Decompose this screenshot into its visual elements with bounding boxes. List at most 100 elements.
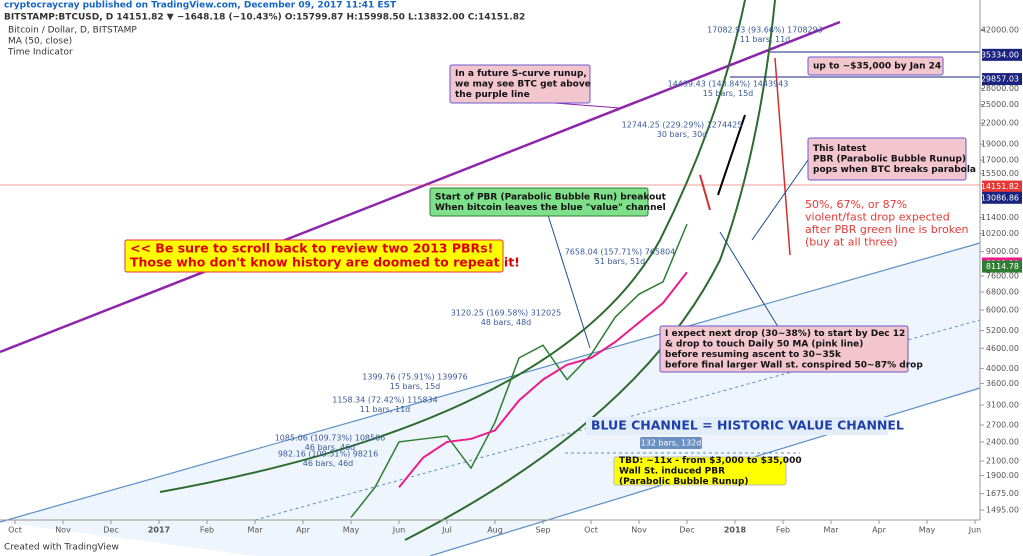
annotation-text: Wall St. induced PBR bbox=[619, 467, 725, 477]
y-tick-label: 6000.00 bbox=[986, 306, 1019, 315]
x-tick-label: Dec bbox=[103, 526, 118, 535]
annotation-text: 50%, 67%, or 87% bbox=[805, 198, 907, 211]
x-tick-label: 2018 bbox=[724, 526, 747, 535]
annotation-text: I expect next drop (30~38%) to start by … bbox=[665, 329, 905, 339]
annotation-text: In a future S-curve runup, bbox=[455, 69, 587, 79]
arrow bbox=[717, 114, 746, 196]
annotation-box bbox=[807, 56, 944, 76]
annotation-text: BLUE CHANNEL = HISTORIC VALUE CHANNEL bbox=[591, 418, 904, 433]
annotation-text: 30 bars, 30d bbox=[657, 130, 708, 139]
x-tick-label: Jun bbox=[392, 526, 406, 535]
y-tick-label: 1675.00 bbox=[986, 489, 1019, 498]
y-tick-label: 1900.00 bbox=[986, 471, 1019, 480]
x-tick-label: Mar bbox=[823, 526, 839, 535]
series-line bbox=[398, 271, 688, 488]
purple-line bbox=[0, 20, 841, 354]
parabola bbox=[159, 0, 746, 493]
y-tick-label: 42000.00 bbox=[981, 25, 1019, 34]
annotation-text: 17082.93 (93.66%) 1708293 bbox=[707, 26, 823, 35]
annotation-text: after PBR green line is broken bbox=[805, 223, 968, 236]
annotation-text: 15 bars, 15d bbox=[703, 89, 754, 98]
annotation-text: violent/fast drop expected bbox=[805, 211, 950, 224]
price-tag bbox=[982, 48, 1022, 61]
y-tick-label: 22000.00 bbox=[981, 119, 1019, 128]
parabola bbox=[404, 0, 776, 541]
y-tick-label: 6800.00 bbox=[986, 288, 1019, 297]
y-tick-label: 4600.00 bbox=[986, 344, 1019, 353]
x-tick-label: 2017 bbox=[148, 526, 170, 535]
legend: MA (50, close) bbox=[8, 37, 72, 47]
y-tick-label: 7600.00 bbox=[986, 272, 1019, 281]
x-tick-label: Feb bbox=[200, 526, 214, 535]
annotation-text: TBD: ~11x - from $3,000 to $35,000 bbox=[619, 456, 802, 466]
x-tick-label: Dec bbox=[679, 526, 694, 535]
annotation-text: When bitcoin leaves the blue "value" cha… bbox=[435, 203, 666, 213]
annotation-box bbox=[449, 64, 591, 104]
y-tick-label: 4000.00 bbox=[986, 364, 1019, 373]
annotation-text: 14439.43 (143.84%) 1443943 bbox=[668, 80, 789, 89]
annotation-box bbox=[613, 456, 787, 486]
y-tick-label: 10200.00 bbox=[981, 229, 1019, 238]
price-tag-label: 13086.86 bbox=[981, 193, 1019, 202]
legend: Time Indicator bbox=[7, 48, 73, 58]
channel-line bbox=[0, 242, 981, 523]
y-tick-label: 9000.00 bbox=[986, 247, 1019, 256]
y-tick-label: 2400.00 bbox=[986, 437, 1019, 446]
y-tick-label: 2100.00 bbox=[986, 457, 1019, 466]
y-tick-label: 17000.00 bbox=[981, 156, 1019, 165]
price-tag bbox=[982, 180, 1022, 193]
annotation-text: & drop to touch Daily 50 MA (pink line) bbox=[665, 339, 863, 349]
footer: Created with TradingView bbox=[4, 543, 119, 553]
annotation-text: up to ~$35,000 by Jan 24 bbox=[813, 62, 941, 72]
annotation-text: PBR (Parabolic Bubble Runup) bbox=[813, 155, 966, 165]
connector bbox=[547, 214, 591, 349]
y-tick-label: 3600.00 bbox=[986, 379, 1019, 388]
annotation-text: 7658.04 (157.71%) 765804 bbox=[565, 248, 676, 257]
y-tick-label: 11400.00 bbox=[981, 213, 1019, 222]
y-tick-label: 28000.00 bbox=[981, 84, 1019, 93]
annotation-box bbox=[807, 137, 967, 181]
annotation-text: (buy at all three) bbox=[805, 236, 898, 249]
annotation-text: before final larger Wall st. conspired 5… bbox=[665, 360, 923, 370]
annotation-text: 3120.25 (169.58%) 312025 bbox=[451, 309, 562, 318]
x-tick-label: May bbox=[919, 526, 936, 535]
y-tick-label: 2700.00 bbox=[986, 420, 1019, 429]
annotation-text: before resuming ascent to 30~35k bbox=[665, 350, 842, 360]
annotation-box bbox=[124, 239, 504, 273]
price-tag-label: 14151.82 bbox=[981, 182, 1019, 191]
annotation-text: 132 bars, 132d bbox=[641, 439, 702, 448]
annotation-text: << Be sure to scroll back to review two … bbox=[130, 241, 493, 256]
x-tick-label: Nov bbox=[55, 526, 71, 535]
x-tick-label: Aug bbox=[487, 526, 503, 535]
annotation-text: 15 bars, 15d bbox=[390, 382, 441, 391]
symbol-line: BITSTAMP:BTCUSD, D 14151.82 ▼ −1648.18 (… bbox=[4, 13, 525, 23]
annotation-text: 11 bars, 11d bbox=[740, 35, 791, 44]
annotation-text: 51 bars, 51d bbox=[595, 257, 646, 266]
x-tick-label: Apr bbox=[872, 526, 887, 535]
x-tick-label: Jul bbox=[441, 526, 452, 535]
x-tick-label: Mar bbox=[247, 526, 263, 535]
annotation-text: (Parabolic Bubble Runup) bbox=[619, 477, 749, 487]
annotation-text: 982.16 (109.51%) 98216 bbox=[278, 450, 378, 459]
y-tick-label: 19000.00 bbox=[981, 140, 1019, 149]
annotation-text: we may see BTC get above bbox=[455, 80, 591, 90]
y-tick-label: 15500.00 bbox=[981, 169, 1019, 178]
annotation-text: 12744.25 (229.29%) 1274425 bbox=[622, 121, 743, 130]
y-tick-label: 3100.00 bbox=[986, 401, 1019, 410]
connector bbox=[751, 159, 809, 241]
annotation-text: Those who don't know history are doomed … bbox=[130, 255, 520, 270]
channel-fill bbox=[0, 243, 980, 556]
annotation-text: 48 bars, 48d bbox=[481, 318, 532, 327]
price-tag bbox=[982, 191, 1022, 204]
connector bbox=[719, 231, 781, 331]
y-tick-label: 25000.00 bbox=[981, 100, 1019, 109]
annotation-box bbox=[586, 417, 888, 435]
price-tag bbox=[982, 260, 1022, 273]
x-tick-label: Feb bbox=[776, 526, 790, 535]
annotation-text: 11 bars, 11d bbox=[360, 405, 411, 414]
price-tag bbox=[982, 73, 1022, 86]
x-tick-label: Nov bbox=[631, 526, 647, 535]
x-tick-label: Apr bbox=[296, 526, 311, 535]
annotation-text: This latest bbox=[813, 144, 867, 154]
